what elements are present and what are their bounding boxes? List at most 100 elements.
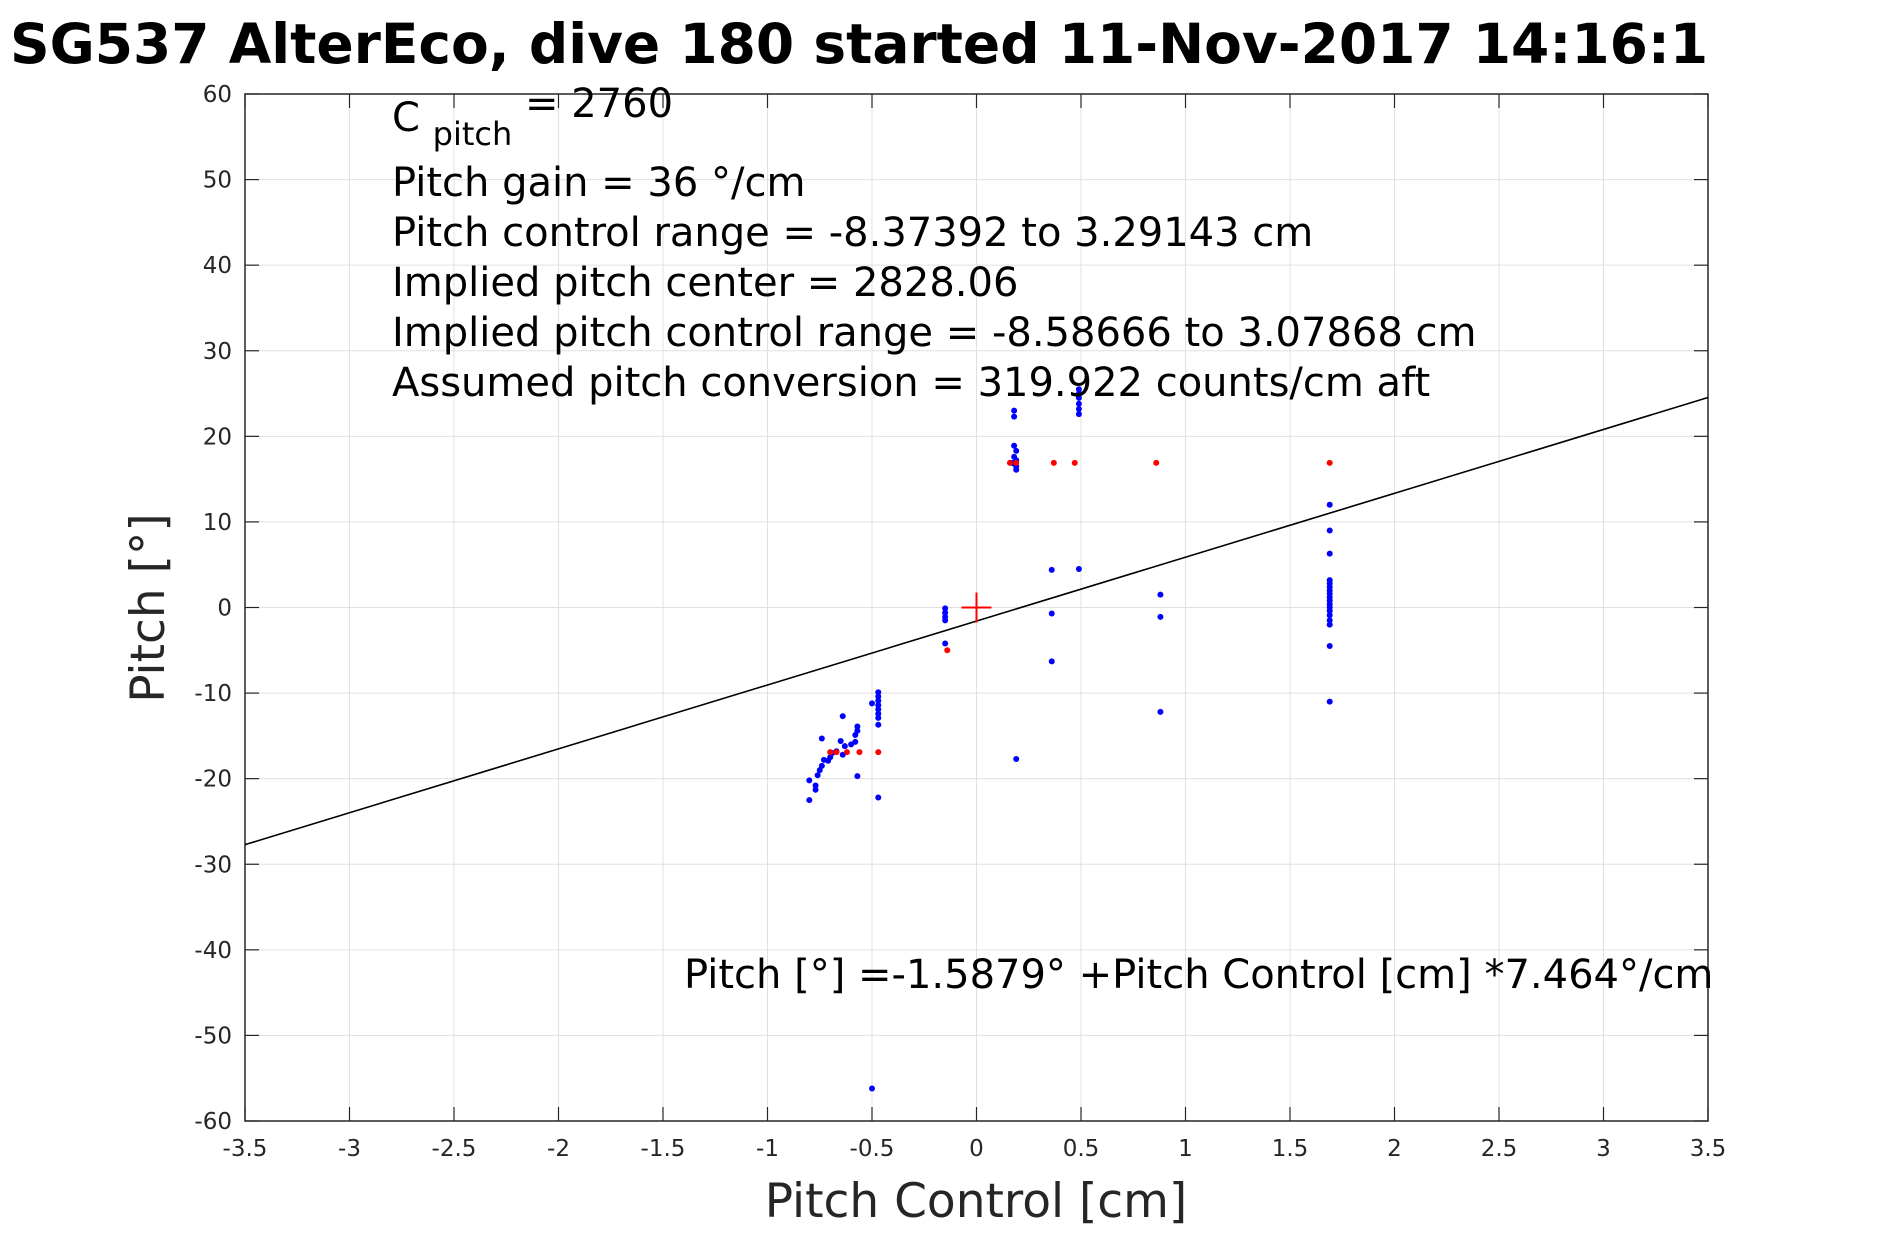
x-tick-label: 2.5 (1481, 1136, 1518, 1162)
y-tick-labels: 60 50 40 30 20 10 0 -10 -20 -30 -40 -50 -60 (194, 82, 232, 1135)
x-tick-label: -3 (338, 1136, 361, 1162)
used-data-point (818, 762, 825, 769)
rejected-data-point (1013, 459, 1020, 466)
used-data-point (875, 689, 882, 696)
used-data-point (839, 713, 846, 720)
pitch-center-marker (961, 592, 992, 623)
used-data-point (806, 797, 813, 804)
used-data-point (1075, 390, 1082, 397)
y-tick-label: 50 (203, 168, 232, 194)
assumed-pitch-conversion-annotation: Assumed pitch conversion = 319.922 count… (392, 360, 1430, 406)
used-data-point (1048, 566, 1055, 573)
used-data-point (875, 794, 882, 801)
y-tick-label: -50 (194, 1023, 232, 1049)
fit-equation-annotation: Pitch [°] =-1.5879° +Pitch Control [cm] … (684, 952, 1713, 998)
series-rejected-points (827, 459, 1333, 756)
x-tick-labels: -3.5 -3 -2.5 -2 -1.5 -1 -0.5 0 0.5 1 1.5 2 2.5 3 3.5 (223, 1136, 1727, 1162)
rejected-data-point (1071, 459, 1078, 466)
c-pitch-symbol: C (392, 95, 420, 141)
used-data-point (1157, 708, 1164, 715)
used-data-point (875, 714, 882, 721)
used-data-point (869, 1085, 875, 1092)
used-data-point (1326, 527, 1333, 534)
used-data-point (1075, 565, 1082, 572)
used-data-point (1013, 755, 1020, 762)
used-data-point (1075, 394, 1082, 401)
rejected-data-point (827, 749, 834, 756)
x-tick-label: -3.5 (223, 1136, 268, 1162)
used-data-point (1157, 613, 1164, 620)
used-data-point (854, 723, 861, 730)
y-tick-label: -60 (194, 1109, 232, 1135)
used-data-point (1011, 442, 1018, 449)
used-data-point (812, 782, 819, 789)
y-tick-label: 0 (217, 596, 232, 622)
rejected-data-point (833, 749, 840, 756)
used-data-point (942, 609, 949, 616)
used-data-point (1075, 405, 1082, 412)
x-tick-label: -2 (547, 1136, 570, 1162)
used-data-point (875, 697, 882, 704)
rejected-data-point (1326, 459, 1333, 466)
used-data-point (854, 727, 861, 734)
used-data-point (1326, 617, 1333, 624)
c-pitch-value: = 2760 (525, 81, 673, 127)
y-tick-label: 60 (203, 82, 232, 108)
rejected-data-point (1153, 459, 1160, 466)
used-data-point (1013, 466, 1020, 473)
rejected-data-point (875, 749, 882, 756)
used-data-point (875, 693, 882, 700)
used-data-point (841, 743, 848, 750)
x-tick-label: 1.5 (1272, 1136, 1309, 1162)
pitch-gain-annotation: Pitch gain = 36 °/cm (392, 160, 805, 206)
x-tick-label: 3 (1596, 1136, 1611, 1162)
used-data-point (1075, 386, 1082, 393)
rejected-data-point (944, 647, 951, 654)
used-data-point (1326, 550, 1333, 557)
y-tick-label: -10 (194, 681, 232, 707)
implied-pitch-control-range-annotation: Implied pitch control range = -8.58666 t… (392, 310, 1476, 356)
used-data-point (942, 640, 949, 647)
used-data-point (875, 706, 882, 713)
used-data-point (1048, 658, 1055, 665)
y-tick-label: -20 (194, 767, 232, 793)
used-data-point (875, 710, 882, 717)
used-data-point (1011, 413, 1018, 420)
used-data-point (1326, 612, 1333, 619)
used-data-point (1326, 621, 1333, 628)
c-pitch-subscript: pitch (433, 115, 513, 153)
y-tick-label: 10 (203, 510, 232, 536)
used-data-point (1075, 400, 1082, 407)
used-data-point (814, 772, 821, 779)
x-tick-label: 3.5 (1690, 1136, 1727, 1162)
x-tick-label: -2.5 (432, 1136, 477, 1162)
used-data-point (942, 605, 949, 612)
pitch-control-range-annotation: Pitch control range = -8.37392 to 3.2914… (392, 210, 1313, 256)
x-tick-label: 0 (969, 1136, 984, 1162)
used-data-point (1075, 411, 1082, 418)
used-data-point (1326, 501, 1333, 508)
used-data-point (1157, 591, 1164, 598)
x-axis-label: Pitch Control [cm] (765, 1174, 1188, 1229)
x-tick-label: -1 (756, 1136, 779, 1162)
chart-title: SG537 AlterEco, dive 180 started 11-Nov-… (10, 12, 1708, 76)
used-data-point (852, 738, 859, 745)
y-tick-label: 20 (203, 424, 232, 450)
used-data-point (942, 617, 949, 624)
y-tick-label: 30 (203, 339, 232, 365)
used-data-point (1326, 698, 1333, 705)
rejected-data-point (1050, 459, 1057, 466)
y-axis-label: Pitch [°] (121, 513, 176, 703)
series-used-points (806, 386, 1333, 1092)
c-pitch-annotation: C pitch = 2760 (392, 81, 673, 153)
x-tick-label: 1 (1178, 1136, 1193, 1162)
used-data-point (1326, 607, 1333, 614)
used-data-point (1048, 610, 1055, 617)
x-tick-label: -1.5 (641, 1136, 686, 1162)
used-data-point (1013, 447, 1020, 454)
x-tick-label: 0.5 (1063, 1136, 1100, 1162)
x-tick-label: 2 (1387, 1136, 1402, 1162)
used-data-point (818, 735, 825, 742)
implied-pitch-center-annotation: Implied pitch center = 2828.06 (392, 260, 1018, 306)
